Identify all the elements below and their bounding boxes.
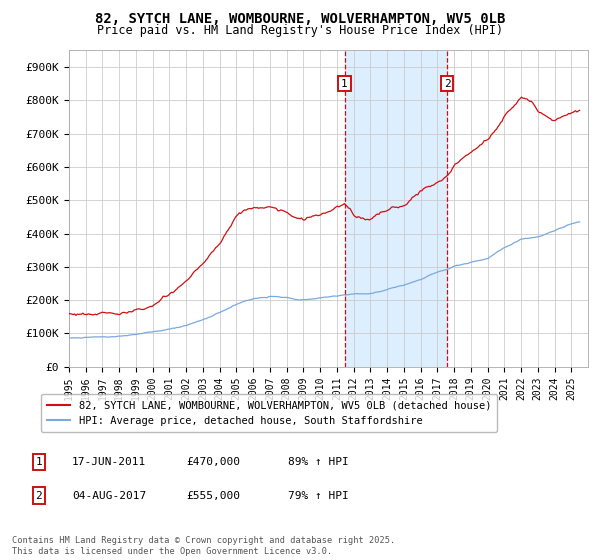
Text: 1: 1 xyxy=(35,457,43,467)
Text: 2: 2 xyxy=(444,78,451,88)
Text: 17-JUN-2011: 17-JUN-2011 xyxy=(72,457,146,467)
Text: 1: 1 xyxy=(341,78,348,88)
Bar xyxy=(344,50,447,367)
Text: 82, SYTCH LANE, WOMBOURNE, WOLVERHAMPTON, WV5 0LB: 82, SYTCH LANE, WOMBOURNE, WOLVERHAMPTON… xyxy=(95,12,505,26)
Text: 89% ↑ HPI: 89% ↑ HPI xyxy=(288,457,349,467)
Text: Contains HM Land Registry data © Crown copyright and database right 2025.
This d: Contains HM Land Registry data © Crown c… xyxy=(12,536,395,556)
Text: £555,000: £555,000 xyxy=(186,491,240,501)
Text: 79% ↑ HPI: 79% ↑ HPI xyxy=(288,491,349,501)
Text: Price paid vs. HM Land Registry's House Price Index (HPI): Price paid vs. HM Land Registry's House … xyxy=(97,24,503,36)
Text: £470,000: £470,000 xyxy=(186,457,240,467)
Text: 04-AUG-2017: 04-AUG-2017 xyxy=(72,491,146,501)
Text: 2: 2 xyxy=(35,491,43,501)
Legend: 82, SYTCH LANE, WOMBOURNE, WOLVERHAMPTON, WV5 0LB (detached house), HPI: Average: 82, SYTCH LANE, WOMBOURNE, WOLVERHAMPTON… xyxy=(41,394,497,432)
